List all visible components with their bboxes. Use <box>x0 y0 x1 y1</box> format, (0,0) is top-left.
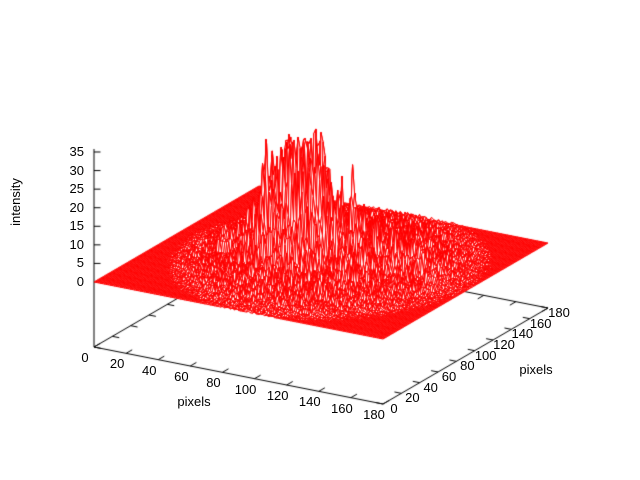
x-tick-label: 80 <box>206 375 221 391</box>
x-tick-label: 140 <box>298 394 321 410</box>
x-tick-label: 20 <box>109 356 125 372</box>
z-tick-label: 30 <box>69 162 84 178</box>
x-tick-label: 120 <box>266 388 289 403</box>
x-tick-label: 60 <box>174 369 189 384</box>
y-tick-label: 120 <box>493 337 515 352</box>
y-axis-title: pixels <box>519 362 553 377</box>
y-tick-label: 20 <box>405 390 420 406</box>
x-tick-label: 0 <box>81 350 89 365</box>
z-tick-label: 5 <box>76 255 84 271</box>
y-tick-label: 160 <box>529 315 552 331</box>
z-tick-label: 10 <box>69 236 84 252</box>
x-tick-label: 180 <box>363 407 385 422</box>
x-tick-label: 40 <box>141 362 157 378</box>
y-tick-label: 80 <box>460 358 475 374</box>
z-tick-label: 15 <box>69 218 84 234</box>
x-tick-label: 100 <box>234 381 257 397</box>
z-axis-title: intensity <box>8 178 23 226</box>
x-axis-title: pixels <box>177 394 211 409</box>
z-tick-label: 25 <box>69 181 84 197</box>
z-tick-label: 20 <box>69 199 84 215</box>
y-tick-label: 140 <box>511 326 534 342</box>
z-tick-label: 0 <box>76 274 84 289</box>
y-tick-label: 40 <box>423 379 438 395</box>
y-tick-label: 100 <box>474 347 497 363</box>
z-tick-label: 35 <box>69 143 84 159</box>
y-tick-label: 60 <box>441 369 457 384</box>
y-tick-label: 180 <box>548 305 570 320</box>
y-tick-label: 0 <box>390 401 398 416</box>
x-tick-label: 160 <box>331 400 353 416</box>
